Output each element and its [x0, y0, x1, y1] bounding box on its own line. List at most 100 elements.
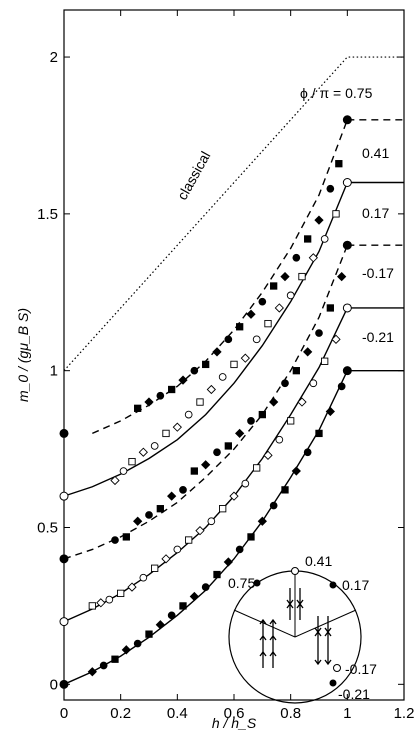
x-tick-label: 0.6	[224, 705, 245, 722]
data-point	[246, 309, 256, 319]
data-point	[269, 397, 279, 407]
data-point	[178, 375, 188, 385]
data-point	[274, 303, 284, 313]
data-point	[201, 583, 210, 591]
data-point	[145, 511, 153, 519]
curve-0.75	[92, 119, 348, 435]
data-point	[304, 235, 312, 243]
data-point	[240, 353, 250, 363]
data-point	[315, 329, 323, 337]
data-point	[156, 391, 165, 400]
data-point	[99, 661, 108, 670]
data-point	[309, 379, 318, 388]
data-point	[297, 397, 307, 407]
x-tick-label: 0	[60, 705, 68, 722]
data-point	[179, 486, 187, 494]
data-point	[280, 271, 290, 282]
data-point	[127, 582, 137, 592]
data-point	[258, 410, 266, 419]
data-point	[287, 417, 295, 425]
data-point	[281, 379, 289, 388]
data-point	[320, 235, 329, 243]
y-tick-label: 1.5	[37, 206, 58, 223]
x-tick-labels: 0 0.2 0.4 0.6 0.8 1 1.2	[60, 705, 415, 722]
y-tick-label: 1	[50, 363, 58, 380]
spin-arrow-down-head	[314, 659, 322, 666]
x-tick-label: 0.4	[167, 705, 188, 722]
startpoint-0.75	[59, 428, 69, 438]
data-point	[133, 516, 143, 526]
data-point	[117, 589, 125, 598]
data-point	[253, 464, 261, 472]
inset-diagram: 0.75 0.41 0.17 -0.17 -0.21	[228, 553, 377, 704]
phi-075-label: ϕ / π = 0.75	[300, 85, 373, 101]
data-point	[241, 479, 250, 488]
data-point	[298, 272, 306, 281]
data-point	[247, 533, 255, 541]
data-point	[202, 360, 210, 369]
data-point	[111, 536, 119, 544]
data-point	[303, 448, 312, 457]
data-point	[162, 429, 170, 438]
data-point	[314, 215, 324, 225]
data-point	[275, 435, 284, 444]
data-point	[139, 573, 148, 582]
data-point	[145, 630, 153, 638]
x-tick-label: 0.8	[280, 705, 301, 722]
data-point	[264, 319, 272, 328]
inset-point-075	[253, 579, 261, 587]
label-m017: -0.17	[362, 265, 394, 281]
data-point	[134, 404, 142, 412]
label-017: 0.17	[362, 205, 389, 221]
data-point	[185, 536, 193, 544]
data-point	[335, 160, 343, 168]
data-point	[133, 639, 142, 648]
data-point	[121, 645, 131, 655]
x-axis-label: h / h_S	[212, 715, 257, 731]
data-point	[269, 501, 278, 510]
data-point	[218, 373, 227, 381]
data-point	[236, 323, 244, 331]
data-point	[96, 598, 106, 608]
data-point	[196, 398, 204, 406]
spin-arrow-down-head	[324, 659, 332, 666]
data-point	[230, 360, 238, 369]
data-point	[213, 448, 221, 457]
data-point	[138, 447, 148, 457]
spin-arrow-up-head	[269, 618, 277, 625]
data-point	[315, 429, 323, 438]
data-point	[219, 505, 227, 513]
startpoint-0.41	[59, 491, 69, 501]
data-point	[173, 545, 182, 554]
y-tick-label: 0	[50, 676, 58, 693]
inset-spin-arrows	[259, 588, 332, 668]
inset-label-075: 0.75	[228, 575, 255, 591]
inset-point-017	[329, 581, 337, 589]
data-point	[207, 517, 216, 526]
startpoint--0.17	[59, 617, 69, 627]
inset-divider-left	[233, 609, 296, 638]
endpoint-0.75	[342, 115, 352, 125]
spin-arrow-up-head	[286, 602, 294, 609]
data-points	[87, 160, 347, 677]
data-point	[167, 611, 176, 620]
data-point	[303, 347, 313, 357]
data-point	[206, 384, 216, 395]
inset-point-041	[291, 567, 299, 575]
x-tick-label: 1	[343, 705, 351, 722]
inset-label-041: 0.41	[305, 553, 332, 569]
data-point	[179, 602, 187, 610]
data-point	[223, 557, 233, 567]
data-point	[308, 253, 318, 263]
data-point	[119, 467, 128, 475]
data-point	[332, 210, 340, 218]
data-point	[291, 466, 301, 476]
spin-arrow-up-head	[314, 630, 322, 637]
axis-ticks	[63, 10, 405, 700]
data-point	[167, 491, 177, 501]
y-tick-labels: 0 0.5 1 1.5 2	[37, 49, 58, 693]
data-point	[292, 367, 300, 375]
inset-label-m017: -0.17	[345, 661, 377, 677]
data-point	[235, 545, 244, 554]
